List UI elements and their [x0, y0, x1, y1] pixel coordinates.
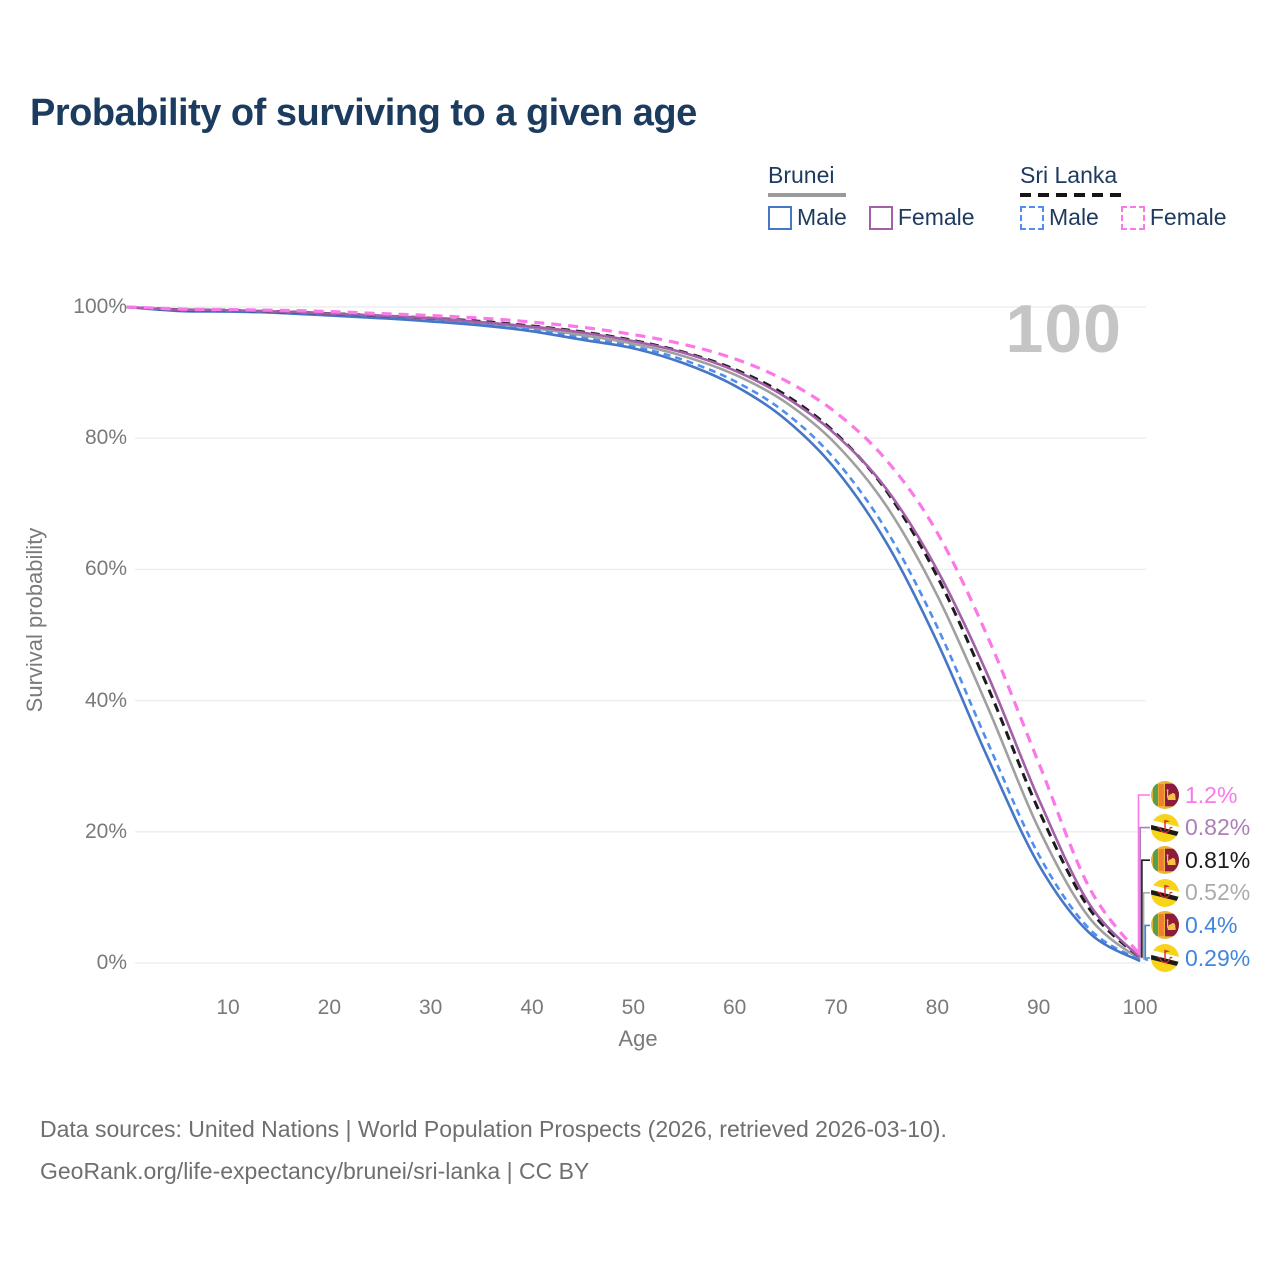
- series-line-brunei-female: [126, 305, 1141, 959]
- end-label-connector: [1142, 892, 1150, 960]
- legend-item-label: Male: [1049, 204, 1099, 230]
- end-label-connector: [1144, 924, 1150, 961]
- brunei-male-swatch: [768, 205, 792, 230]
- legend-items-brunei: Male Female: [768, 204, 975, 231]
- series-line-brunei-male: [126, 305, 1141, 963]
- y-tick-label: 60%: [84, 557, 127, 581]
- end-label-connector: [1139, 826, 1150, 958]
- sri-lanka-male-swatch: [1020, 205, 1044, 230]
- sri-lanka-flag-icon: [1151, 911, 1179, 939]
- legend-item-label: Female: [897, 204, 975, 230]
- end-label-brunei-male: 0.29%: [1151, 943, 1250, 973]
- end-label-brunei-female: 0.82%: [1151, 813, 1250, 843]
- age-watermark: 100: [1005, 291, 1122, 367]
- brunei-flag-icon: [1151, 944, 1179, 972]
- sri-lanka-female-swatch: [1120, 205, 1145, 230]
- x-tick-label: 100: [1122, 996, 1158, 1019]
- data-source-note: Data sources: United Nations | World Pop…: [40, 1108, 947, 1192]
- y-tick-label: 40%: [84, 688, 127, 712]
- x-tick-label: 50: [621, 996, 646, 1019]
- end-label-connector: [1146, 957, 1150, 962]
- brunei-flag-icon: [1151, 879, 1179, 907]
- y-tick-label: 80%: [84, 426, 127, 450]
- x-tick-label: 60: [722, 996, 747, 1019]
- source-line-1: Data sources: United Nations | World Pop…: [40, 1116, 947, 1142]
- end-label-connector: [1137, 794, 1150, 956]
- source-line-2: GeoRank.org/life-expectancy/brunei/sri-l…: [40, 1158, 590, 1184]
- x-tick-label: 30: [419, 996, 443, 1019]
- legend-item-label: Female: [1149, 204, 1227, 230]
- x-tick-label: 80: [925, 996, 949, 1019]
- y-tick-label: 20%: [84, 819, 127, 843]
- brunei-flag-icon: [1151, 814, 1179, 842]
- brunei-line-style-sample: [768, 193, 846, 197]
- end-label-sri-lanka-male: 0.4%: [1151, 910, 1237, 940]
- legend-group-label-sri-lanka: Sri Lanka: [1020, 162, 1118, 188]
- end-label-sri-lanka-female: 1.2%: [1151, 780, 1237, 810]
- series-line-brunei-both-sexes: [126, 305, 1141, 961]
- x-tick-label: 70: [824, 996, 848, 1019]
- end-label-sri-lanka-both: 0.81%: [1151, 845, 1250, 875]
- end-value: 0.29%: [1185, 944, 1251, 971]
- sri-lanka-flag-icon: [1151, 781, 1179, 809]
- end-value: 0.81%: [1185, 846, 1251, 873]
- x-tick-label: 40: [520, 996, 544, 1019]
- x-tick-label: 20: [317, 996, 342, 1019]
- y-tick-label: 100%: [73, 295, 127, 318]
- sri-lanka-flag-icon: [1151, 846, 1179, 874]
- end-value: 1.2%: [1185, 781, 1238, 808]
- series-line-sri-lanka-female: [126, 305, 1142, 957]
- end-label-brunei-both: 0.52%: [1151, 878, 1250, 908]
- end-value: 0.52%: [1185, 879, 1251, 906]
- x-tick-label: 10: [216, 996, 240, 1019]
- legend-item-label: Male: [797, 204, 847, 230]
- series-line-sri-lanka-both-sexes: [126, 305, 1142, 959]
- series-line-sri-lanka-male: [126, 305, 1141, 962]
- legend-item-sri-lanka-male[interactable]: Male: [1020, 204, 1099, 231]
- legend-item-brunei-female[interactable]: Female: [868, 204, 975, 231]
- legend-group-label-brunei: Brunei: [768, 162, 835, 188]
- legend-group-sri-lanka: Sri Lanka: [1020, 162, 1124, 197]
- brunei-female-swatch: [868, 205, 893, 230]
- end-value: 0.4%: [1185, 911, 1238, 938]
- end-label-connector: [1141, 859, 1150, 958]
- x-axis-title: Age: [618, 1026, 658, 1051]
- page-title: Probability of surviving to a given age: [30, 92, 697, 134]
- sri-lanka-line-style-sample: [1020, 193, 1124, 197]
- legend-group-brunei: Brunei: [768, 162, 846, 197]
- legend-item-brunei-male[interactable]: Male: [768, 204, 847, 231]
- x-tick-label: 90: [1026, 996, 1051, 1019]
- y-tick-label: 0%: [96, 951, 127, 974]
- legend-items-sri-lanka: Male Female: [1020, 204, 1227, 231]
- end-value: 0.82%: [1185, 814, 1251, 841]
- legend-item-sri-lanka-female[interactable]: Female: [1120, 204, 1227, 231]
